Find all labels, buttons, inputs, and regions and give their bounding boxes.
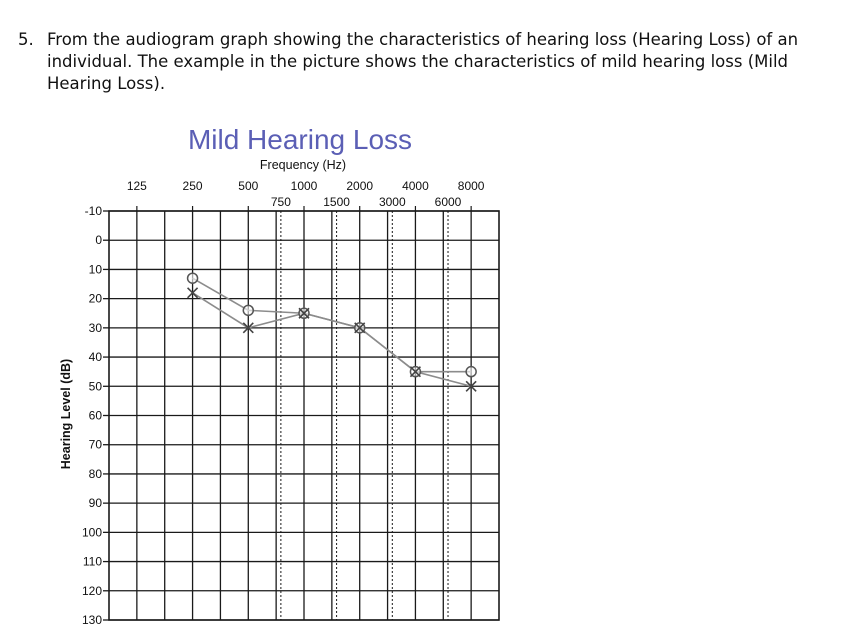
y-tick-label: 120 xyxy=(82,584,102,598)
cross-marker xyxy=(465,380,477,392)
y-axis-label: Hearing Level (dB) xyxy=(59,359,73,469)
y-tick-label: 30 xyxy=(89,321,103,335)
y-tick-label: 90 xyxy=(89,496,103,510)
cross-marker xyxy=(298,307,310,319)
cross-marker xyxy=(354,322,366,334)
y-tick-labels: -10 0 10 20 30 40 50 60 70 80 90 100 110 120 130 xyxy=(82,204,102,627)
y-tick-label: 40 xyxy=(89,350,103,364)
x-tick-label-interoctave: 1500 xyxy=(323,195,350,209)
chart-grid xyxy=(103,206,500,621)
x-tick-label: 125 xyxy=(127,179,147,193)
y-tick-label: 60 xyxy=(89,409,103,423)
y-tick-label: 70 xyxy=(89,438,103,452)
question-text: From the audiogram graph showing the cha… xyxy=(47,30,799,93)
x-tick-label: 500 xyxy=(238,179,258,193)
y-tick-label: 110 xyxy=(83,555,102,569)
x-tick-label: 250 xyxy=(183,179,203,193)
cross-marker xyxy=(187,287,199,299)
y-tick-label: -10 xyxy=(85,204,103,218)
circle-marker xyxy=(186,272,199,284)
question-number: 5. xyxy=(18,30,34,49)
y-tick-label: 0 xyxy=(95,233,102,247)
y-tick-label: 20 xyxy=(89,292,103,306)
cross-marker xyxy=(242,322,254,334)
y-tick-label: 10 xyxy=(89,262,103,276)
y-tick-label: 130 xyxy=(82,613,102,627)
circle-marker xyxy=(242,304,255,317)
x-tick-label: 4000 xyxy=(402,179,429,193)
x-tick-label: 8000 xyxy=(458,179,485,193)
circle-marker xyxy=(465,365,477,378)
series-cross-line xyxy=(192,292,472,388)
chart-title: Mild Hearing Loss xyxy=(188,124,412,155)
question-block: 5. From the audiogram graph showing the … xyxy=(18,29,818,95)
x-axis-label: Frequency (Hz) xyxy=(260,158,346,172)
x-tick-label: 2000 xyxy=(346,179,373,193)
cross-marker xyxy=(409,366,421,378)
x-tick-label-interoctave: 6000 xyxy=(435,195,462,209)
series-layer xyxy=(186,272,477,392)
y-tick-label: 100 xyxy=(82,525,102,539)
y-tick-label: 50 xyxy=(89,379,103,393)
y-tick-label: 80 xyxy=(89,467,103,481)
x-tick-labels: 125 250 500 1000 2000 4000 8000 750 1500 3000 6000 xyxy=(127,179,485,209)
x-tick-label: 1000 xyxy=(291,179,318,193)
x-tick-label-interoctave: 3000 xyxy=(379,195,406,209)
x-tick-label-interoctave: 750 xyxy=(271,195,291,209)
